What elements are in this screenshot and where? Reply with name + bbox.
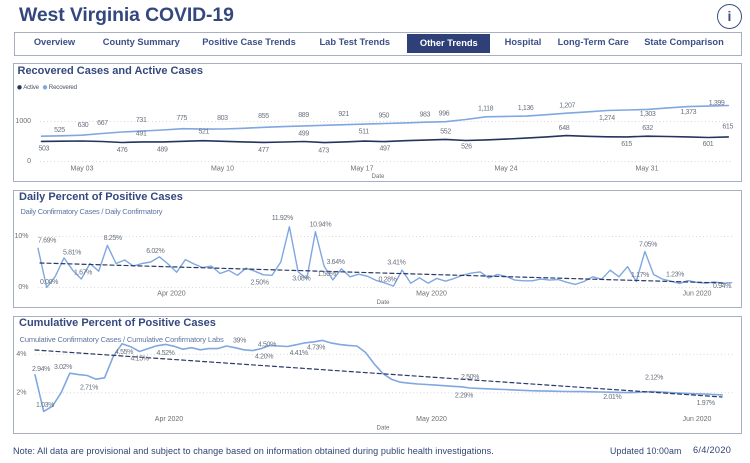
svg-text:May 2020: May 2020 <box>416 416 447 423</box>
svg-text:4.52%: 4.52% <box>156 350 174 357</box>
svg-text:May 17: May 17 <box>351 166 374 173</box>
svg-text:1,118: 1,118 <box>478 105 494 112</box>
svg-text:632: 632 <box>642 125 653 132</box>
svg-text:May 10: May 10 <box>211 166 234 173</box>
svg-text:3.02%: 3.02% <box>54 364 72 371</box>
svg-text:2.29%: 2.29% <box>455 392 473 399</box>
svg-text:996: 996 <box>439 111 450 118</box>
svg-text:May 2020: May 2020 <box>416 290 447 297</box>
svg-text:2.71%: 2.71% <box>80 385 98 392</box>
svg-text:4.20%: 4.20% <box>255 353 273 360</box>
svg-text:May 31: May 31 <box>636 166 659 173</box>
svg-text:2.50%: 2.50% <box>461 374 479 381</box>
svg-text:4%: 4% <box>16 351 26 358</box>
svg-text:499: 499 <box>298 131 309 138</box>
svg-text:6.02%: 6.02% <box>146 248 164 255</box>
svg-text:Active: Active <box>23 84 39 91</box>
svg-text:526: 526 <box>461 144 472 151</box>
svg-text:3.64%: 3.64% <box>327 259 345 266</box>
svg-text:7.69%: 7.69% <box>38 237 56 244</box>
svg-text:497: 497 <box>379 145 390 152</box>
svg-text:1.50%: 1.50% <box>318 271 336 278</box>
svg-text:8.25%: 8.25% <box>104 235 122 242</box>
svg-text:775: 775 <box>176 115 187 122</box>
svg-text:503: 503 <box>38 145 49 152</box>
svg-text:5.81%: 5.81% <box>63 249 81 256</box>
svg-text:477: 477 <box>258 147 269 154</box>
svg-text:473: 473 <box>318 147 329 154</box>
svg-text:803: 803 <box>217 115 228 122</box>
svg-text:1,373: 1,373 <box>680 109 696 116</box>
svg-text:Apr 2020: Apr 2020 <box>157 290 186 297</box>
svg-text:7.05%: 7.05% <box>639 242 657 249</box>
svg-text:Jun 2020: Jun 2020 <box>683 290 712 297</box>
svg-text:1,136: 1,136 <box>518 105 534 112</box>
svg-text:Date: Date <box>372 174 385 180</box>
svg-text:552: 552 <box>440 128 451 135</box>
svg-text:1.03%: 1.03% <box>36 402 54 409</box>
svg-text:4.73%: 4.73% <box>307 345 325 352</box>
svg-text:3.08%: 3.08% <box>292 276 310 283</box>
svg-text:648: 648 <box>559 125 570 132</box>
svg-text:4.41%: 4.41% <box>290 350 308 357</box>
svg-text:4.50%: 4.50% <box>258 342 276 349</box>
svg-text:476: 476 <box>117 147 128 154</box>
svg-text:511: 511 <box>359 129 370 136</box>
svg-text:2.94%: 2.94% <box>32 366 50 373</box>
svg-text:889: 889 <box>298 112 309 119</box>
svg-text:Date: Date <box>377 426 390 432</box>
svg-text:11.92%: 11.92% <box>272 215 293 222</box>
svg-text:0%: 0% <box>18 284 28 291</box>
svg-text:2.01%: 2.01% <box>603 394 621 401</box>
svg-text:1,303: 1,303 <box>640 111 656 118</box>
svg-text:May 24: May 24 <box>495 166 518 173</box>
svg-text:1.97%: 1.97% <box>697 400 715 407</box>
svg-text:521: 521 <box>198 129 209 136</box>
svg-text:0: 0 <box>27 158 31 165</box>
svg-text:731: 731 <box>136 117 147 124</box>
svg-text:0.00%: 0.00% <box>40 279 58 286</box>
svg-text:3.41%: 3.41% <box>387 259 405 266</box>
svg-text:1.17%: 1.17% <box>631 272 649 279</box>
svg-text:1,274: 1,274 <box>599 115 615 122</box>
svg-text:667: 667 <box>97 120 108 127</box>
svg-text:2%: 2% <box>16 389 26 396</box>
svg-text:1.67%: 1.67% <box>74 270 92 277</box>
svg-text:4.55%: 4.55% <box>115 349 133 356</box>
svg-text:May 03: May 03 <box>71 166 94 173</box>
svg-text:2.12%: 2.12% <box>645 375 663 382</box>
svg-text:1,207: 1,207 <box>559 103 575 110</box>
svg-text:39%: 39% <box>233 338 246 345</box>
svg-text:525: 525 <box>54 127 65 134</box>
svg-text:1.23%: 1.23% <box>666 272 684 279</box>
svg-text:Date: Date <box>377 300 390 306</box>
svg-text:491: 491 <box>136 131 147 138</box>
svg-text:4.15%: 4.15% <box>131 356 149 363</box>
svg-text:630: 630 <box>78 122 89 129</box>
svg-text:921: 921 <box>338 111 349 118</box>
svg-text:1,399: 1,399 <box>709 100 725 107</box>
svg-text:0.28%: 0.28% <box>378 277 396 284</box>
svg-text:615: 615 <box>722 124 733 131</box>
svg-text:983: 983 <box>419 111 430 118</box>
svg-text:601: 601 <box>703 141 714 148</box>
svg-text:Jun 2020: Jun 2020 <box>683 416 712 423</box>
svg-text:489: 489 <box>157 146 168 153</box>
svg-text:1000: 1000 <box>15 118 31 125</box>
svg-text:2.50%: 2.50% <box>251 280 269 287</box>
svg-text:855: 855 <box>258 113 269 120</box>
svg-text:10.94%: 10.94% <box>310 221 332 228</box>
svg-text:615: 615 <box>621 141 632 148</box>
svg-text:Apr 2020: Apr 2020 <box>155 416 184 423</box>
svg-text:10%: 10% <box>14 233 28 240</box>
svg-text:0.94%: 0.94% <box>713 283 731 290</box>
svg-text:Recovered: Recovered <box>49 84 78 91</box>
svg-text:950: 950 <box>378 112 389 119</box>
